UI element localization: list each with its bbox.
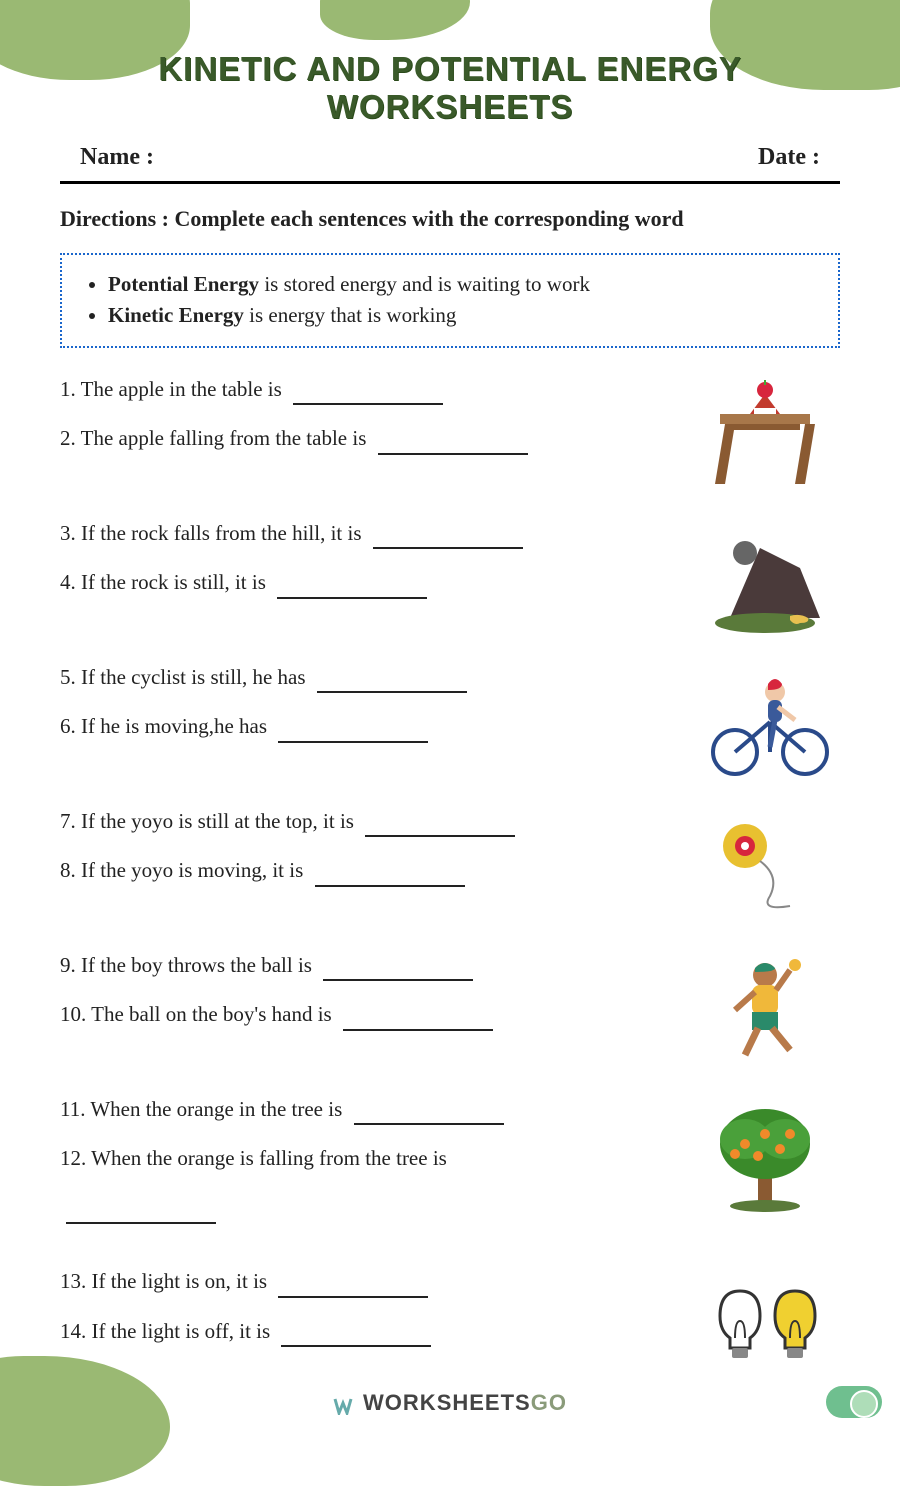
question-text: If the yoyo is still at the top, it is <box>81 809 354 833</box>
question-group: 11. When the orange in the tree is 12. W… <box>60 1094 840 1243</box>
question-text: If the light is on, it is <box>92 1269 268 1293</box>
definition-desc: is stored energy and is waiting to work <box>259 272 590 296</box>
definition-item: Potential Energy is stored energy and is… <box>108 269 816 301</box>
question-number: 5 <box>60 665 71 689</box>
question-text: If the boy throws the ball is <box>81 953 312 977</box>
answer-blank[interactable] <box>278 1275 428 1298</box>
question-text: If the cyclist is still, he has <box>81 665 306 689</box>
question-number: 13 <box>60 1269 81 1293</box>
question-group: 5. If the cyclist is still, he has 6. If… <box>60 662 840 782</box>
answer-blank[interactable] <box>277 576 427 599</box>
question-text: If the yoyo is moving, it is <box>81 858 303 882</box>
rock-hill-icon <box>690 518 840 638</box>
question-line: 1. The apple in the table is <box>60 374 678 406</box>
question-line: 14. If the light is off, it is <box>60 1316 678 1348</box>
question-line: 5. If the cyclist is still, he has <box>60 662 678 694</box>
question-line <box>60 1193 678 1225</box>
answer-blank[interactable] <box>278 720 428 743</box>
question-group: 13. If the light is on, it is 14. If the… <box>60 1266 840 1386</box>
question-number: 7 <box>60 809 71 833</box>
answer-blank[interactable] <box>378 432 528 455</box>
question-text: The ball on the boy's hand is <box>91 1002 332 1026</box>
question-number: 11 <box>60 1097 80 1121</box>
question-number: 10 <box>60 1002 81 1026</box>
question-number: 9 <box>60 953 71 977</box>
table-apple-icon <box>690 374 840 494</box>
question-number: 6 <box>60 714 71 738</box>
question-group: 3. If the rock falls from the hill, it i… <box>60 518 840 638</box>
answer-blank[interactable] <box>365 814 515 837</box>
question-number: 3 <box>60 521 71 545</box>
question-text: When the orange is falling from the tree… <box>91 1146 447 1170</box>
yoyo-icon <box>690 806 840 926</box>
answer-blank[interactable] <box>343 1008 493 1031</box>
orange-tree-icon <box>690 1094 840 1214</box>
page-title: KINETIC AND POTENTIAL ENERGY WORKSHEETS <box>60 50 840 126</box>
question-number: 2 <box>60 426 71 450</box>
definition-term: Potential Energy <box>108 272 259 296</box>
answer-blank[interactable] <box>354 1102 504 1125</box>
meta-row: Name : Date : <box>60 144 840 184</box>
date-label: Date : <box>758 144 820 171</box>
question-text: The apple in the table is <box>81 377 282 401</box>
answer-blank[interactable] <box>315 864 465 887</box>
question-line: 3. If the rock falls from the hill, it i… <box>60 518 678 550</box>
directions-text: Directions : Complete each sentences wit… <box>60 204 840 235</box>
question-number: 14 <box>60 1319 81 1343</box>
question-line: 4. If the rock is still, it is <box>60 567 678 599</box>
cyclist-icon <box>690 662 840 782</box>
answer-blank[interactable] <box>317 670 467 693</box>
question-line: 12. When the orange is falling from the … <box>60 1143 678 1175</box>
definitions-box: Potential Energy is stored energy and is… <box>60 253 840 348</box>
question-text: If the rock is still, it is <box>81 570 266 594</box>
lightbulbs-icon <box>690 1266 840 1386</box>
question-text: If he is moving,he has <box>81 714 267 738</box>
question-text: The apple falling from the table is <box>81 426 367 450</box>
question-line: 13. If the light is on, it is <box>60 1266 678 1298</box>
question-text: If the light is off, it is <box>92 1319 271 1343</box>
question-number: 12 <box>60 1146 81 1170</box>
question-group: 9. If the boy throws the ball is 10. The… <box>60 950 840 1070</box>
question-line: 2. The apple falling from the table is <box>60 423 678 455</box>
question-text: When the orange in the tree is <box>90 1097 342 1121</box>
answer-blank[interactable] <box>66 1201 216 1224</box>
question-group: 7. If the yoyo is still at the top, it i… <box>60 806 840 926</box>
question-line: 9. If the boy throws the ball is <box>60 950 678 982</box>
question-line: 11. When the orange in the tree is <box>60 1094 678 1126</box>
question-line: 8. If the yoyo is moving, it is <box>60 855 678 887</box>
answer-blank[interactable] <box>373 526 523 549</box>
definition-desc: is energy that is working <box>244 303 457 327</box>
question-number: 1 <box>60 377 71 401</box>
definition-item: Kinetic Energy is energy that is working <box>108 300 816 332</box>
question-number: 4 <box>60 570 71 594</box>
question-text: If the rock falls from the hill, it is <box>81 521 362 545</box>
question-group: 1. The apple in the table is 2. The appl… <box>60 374 840 494</box>
question-line: 10. The ball on the boy's hand is <box>60 999 678 1031</box>
answer-blank[interactable] <box>293 382 443 405</box>
question-line: 6. If he is moving,he has <box>60 711 678 743</box>
answer-blank[interactable] <box>323 958 473 981</box>
definition-term: Kinetic Energy <box>108 303 244 327</box>
name-label: Name : <box>80 144 154 171</box>
question-number: 8 <box>60 858 71 882</box>
boy-ball-icon <box>690 950 840 1070</box>
question-line: 7. If the yoyo is still at the top, it i… <box>60 806 678 838</box>
answer-blank[interactable] <box>281 1324 431 1347</box>
